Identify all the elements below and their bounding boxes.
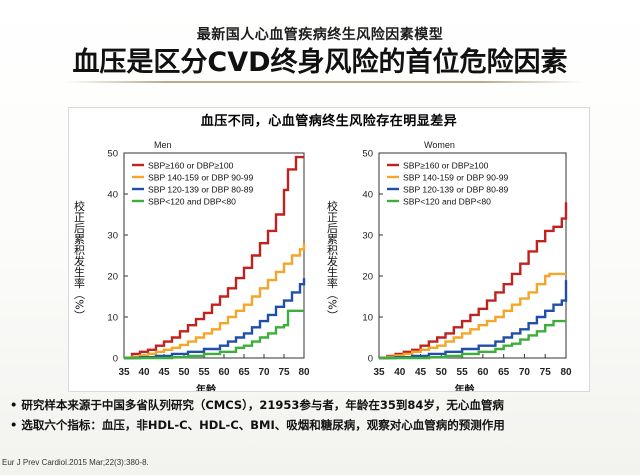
y-tick-label: 20 (362, 272, 373, 283)
series-line (124, 155, 304, 360)
legend-label: SBP<120 and DBP<80 (403, 197, 491, 207)
y-axis-label: 校正后累积发生率（%） (73, 199, 86, 321)
y-axis-label: 校正后累积发生率（%） (326, 199, 339, 321)
y-tick-label: 30 (362, 231, 373, 242)
x-tick-label: 35 (373, 367, 385, 378)
x-tick-label: 40 (394, 367, 406, 378)
series-line (379, 280, 568, 360)
x-tick-label: 70 (519, 367, 531, 378)
series-line (124, 278, 306, 360)
x-tick-label: 60 (218, 367, 230, 378)
panel-title: Women (424, 140, 455, 150)
y-tick-label: 0 (113, 354, 118, 365)
legend-label: SBP 140-159 or DBP 90-99 (148, 173, 253, 183)
bullet-item: • 选取六个指标：血压，非HDL-C、HDL-C、BMI、吸烟和糖尿病，观察对心… (10, 418, 505, 432)
title-divider (64, 81, 584, 83)
legend-label: SBP<120 and DBP<80 (148, 197, 236, 207)
slide-subtitle: 最新国人心血管疾病终生风险因素模型 (196, 27, 444, 43)
y-tick-label: 40 (107, 190, 118, 201)
x-tick-label: 50 (436, 367, 448, 378)
x-tick-label: 40 (138, 367, 150, 378)
x-tick-label: 70 (258, 367, 270, 378)
legend-label: SBP 120-139 or DBP 80-89 (403, 185, 508, 195)
x-tick-label: 50 (178, 367, 190, 378)
bullet-item: • 研究样本来源于中国多省队列研究（CMCS），21953参与者，年龄在35到8… (10, 398, 504, 412)
charts-svg: Men 0 10 20 30 40 50 35 40 45 50 55 60 65 70 75 80 年龄 校正后累… (73, 140, 572, 391)
series-line (379, 319, 566, 360)
y-tick-label: 10 (107, 313, 118, 324)
chart-women: Women 0 10 20 30 40 50 35 40 45 50 55 60 65 70 75 80 年龄 校正… (326, 140, 572, 391)
x-tick-label: 55 (198, 367, 210, 378)
x-tick-label: 55 (457, 367, 469, 378)
legend-label: SBP 120-139 or DBP 80-89 (148, 185, 253, 195)
y-tick-label: 30 (107, 231, 118, 242)
x-tick-label: 75 (278, 367, 290, 378)
plot-frame (123, 152, 305, 359)
series-line (124, 309, 304, 360)
y-tick-label: 20 (107, 272, 118, 283)
x-tick-label: 35 (118, 367, 130, 378)
series-line (379, 272, 566, 360)
y-tick-label: 40 (362, 190, 373, 201)
y-tick-label: 0 (368, 354, 373, 365)
legend-label: SBP≥160 or DBP≥100 (403, 161, 489, 171)
x-axis-label: 年龄 (196, 383, 217, 391)
series-line (379, 202, 568, 360)
x-tick-label: 65 (238, 367, 250, 378)
chart-header: 血压不同，心血管病终生风险存在明显差异 (200, 114, 458, 129)
x-tick-label: 60 (477, 367, 489, 378)
chart-men: Men 0 10 20 30 40 50 35 40 45 50 55 60 65 70 75 80 年龄 校正后累… (73, 140, 310, 391)
y-tick-label: 50 (362, 149, 373, 160)
x-tick-label: 80 (298, 367, 310, 378)
chart-panel: Men 0 10 20 30 40 50 35 40 45 50 55 60 65 70 75 80 年龄 校正后累… (68, 107, 590, 392)
slide-title: 血压是区分CVD终身风险的首位危险因素 (72, 47, 568, 78)
legend-label: SBP 140-159 or DBP 90-99 (403, 173, 508, 183)
x-tick-label: 65 (498, 367, 510, 378)
y-tick-label: 10 (362, 313, 373, 324)
series-line (124, 243, 306, 360)
x-tick-label: 45 (415, 367, 427, 378)
panel-title: Men (154, 140, 172, 150)
x-axis-label: 年龄 (455, 383, 476, 391)
x-tick-label: 80 (560, 367, 572, 378)
y-tick-label: 50 (107, 149, 118, 160)
plot-frame (378, 152, 567, 359)
legend-label: SBP≥160 or DBP≥100 (148, 161, 234, 171)
x-tick-label: 45 (158, 367, 170, 378)
citation: Eur J Prev Cardiol.2015 Mar;22(3):380-8. (2, 458, 149, 467)
bullet-list: • 研究样本来源于中国多省队列研究（CMCS），21953参与者，年龄在35到8… (10, 395, 635, 435)
x-tick-label: 75 (540, 367, 552, 378)
